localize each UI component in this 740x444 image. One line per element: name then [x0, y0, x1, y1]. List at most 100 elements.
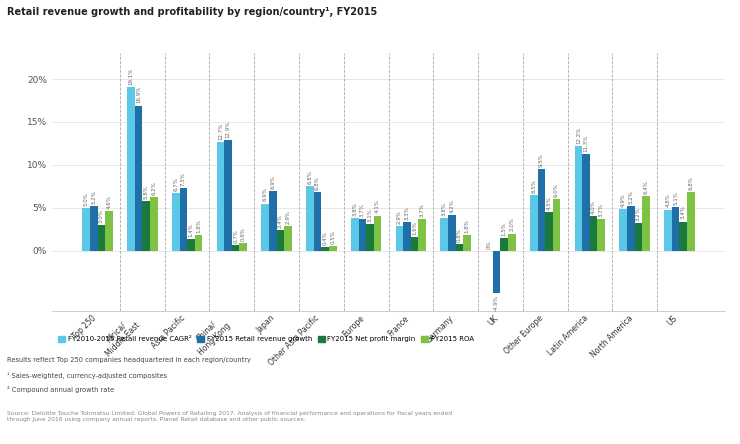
Bar — [306, 186, 314, 251]
Text: 2.0%: 2.0% — [509, 218, 514, 231]
Bar — [232, 245, 240, 251]
Text: 12.9%: 12.9% — [226, 120, 231, 138]
Text: 0.7%: 0.7% — [233, 229, 238, 242]
Bar — [135, 106, 142, 251]
Text: 6.8%: 6.8% — [315, 176, 320, 190]
Bar — [553, 199, 560, 251]
Text: Source: Deloitte Touche Tohmatsu Limited. Global Powers of Retailing 2017. Analy: Source: Deloitte Touche Tohmatsu Limited… — [7, 411, 453, 421]
Text: 3.3%: 3.3% — [405, 206, 409, 220]
Bar — [597, 219, 605, 251]
Text: 6.0%: 6.0% — [554, 183, 559, 197]
Text: 6.7%: 6.7% — [173, 177, 178, 191]
Bar — [82, 208, 90, 251]
Bar — [619, 209, 627, 251]
Bar — [366, 224, 374, 251]
Text: 3.0%: 3.0% — [99, 209, 104, 223]
Text: 9.5%: 9.5% — [539, 153, 544, 167]
Bar — [411, 237, 419, 251]
Bar — [351, 218, 358, 251]
Text: 5.8%: 5.8% — [144, 185, 149, 199]
Text: 1.4%: 1.4% — [189, 223, 193, 237]
Text: 4.5%: 4.5% — [546, 196, 551, 210]
Bar — [195, 235, 202, 251]
Bar — [500, 238, 508, 251]
Bar — [590, 216, 597, 251]
Bar — [358, 219, 366, 251]
Text: ¹ Sales-weighted, currency-adjusted composites: ¹ Sales-weighted, currency-adjusted comp… — [7, 372, 167, 379]
Text: 7.3%: 7.3% — [181, 172, 186, 186]
Text: 6.8%: 6.8% — [307, 170, 312, 184]
Text: 4.2%: 4.2% — [449, 198, 454, 213]
Bar — [642, 196, 650, 251]
Text: 3.8%: 3.8% — [442, 202, 447, 216]
Text: 0.9%: 0.9% — [240, 227, 246, 241]
Text: 4.0%: 4.0% — [591, 200, 596, 214]
Bar — [180, 188, 187, 251]
Text: 3.8%: 3.8% — [352, 202, 357, 216]
Bar — [329, 246, 337, 251]
Text: 0.4%: 0.4% — [323, 231, 328, 245]
Text: 4.6%: 4.6% — [107, 195, 112, 209]
Bar — [537, 169, 545, 251]
Text: 4.9%: 4.9% — [621, 193, 626, 206]
Text: 1.6%: 1.6% — [412, 221, 417, 235]
Text: 12.7%: 12.7% — [218, 122, 223, 139]
Bar — [582, 154, 590, 251]
Text: 3.7%: 3.7% — [599, 203, 604, 217]
Text: 0.8%: 0.8% — [457, 228, 462, 242]
Bar — [508, 234, 516, 251]
Bar — [672, 207, 679, 251]
Bar — [374, 215, 381, 251]
Bar — [493, 251, 500, 293]
Bar — [240, 243, 247, 251]
Bar — [530, 195, 537, 251]
Text: -4.9%: -4.9% — [494, 295, 499, 311]
Bar — [635, 223, 642, 251]
Text: 6.2%: 6.2% — [151, 182, 156, 195]
Text: ² Compound annual growth rate: ² Compound annual growth rate — [7, 386, 115, 393]
Text: 0%: 0% — [486, 240, 491, 249]
Bar — [575, 146, 582, 251]
Bar — [127, 87, 135, 251]
Bar — [150, 198, 158, 251]
Text: 11.3%: 11.3% — [584, 134, 588, 151]
Text: 2.9%: 2.9% — [286, 210, 291, 224]
Bar — [665, 210, 672, 251]
Bar — [448, 214, 456, 251]
Text: 1.8%: 1.8% — [465, 219, 470, 233]
Text: 1.8%: 1.8% — [196, 219, 201, 233]
Bar — [90, 206, 98, 251]
Text: 5.2%: 5.2% — [91, 190, 96, 204]
Text: 5.2%: 5.2% — [628, 190, 633, 204]
Bar — [419, 219, 426, 251]
Text: 19.1%: 19.1% — [129, 67, 133, 85]
Text: Results reflect Top 250 companies headquartered in each region/country: Results reflect Top 250 companies headqu… — [7, 357, 252, 364]
Bar — [172, 193, 180, 251]
Text: 16.9%: 16.9% — [136, 86, 141, 103]
Text: 3.4%: 3.4% — [681, 206, 686, 219]
Text: Retail revenue growth and profitability by region/country¹, FY2015: Retail revenue growth and profitability … — [7, 7, 377, 17]
Text: 12.2%: 12.2% — [576, 127, 581, 144]
Text: 5.1%: 5.1% — [673, 191, 678, 205]
Bar — [98, 225, 105, 251]
Bar — [396, 226, 403, 251]
Bar — [277, 230, 284, 251]
Bar — [627, 206, 635, 251]
Legend: FY2010-2015 Retail revenue CAGR², FY2015 Retail revenue growth, FY2015 Net profi: FY2010-2015 Retail revenue CAGR², FY2015… — [56, 333, 477, 345]
Bar — [456, 244, 463, 251]
Bar — [142, 201, 150, 251]
Text: 6.8%: 6.8% — [688, 176, 693, 190]
Text: 0.5%: 0.5% — [330, 230, 335, 244]
Text: 6.9%: 6.9% — [263, 187, 268, 202]
Bar — [284, 226, 292, 251]
Bar — [314, 192, 321, 251]
Bar — [187, 239, 195, 251]
Bar — [261, 203, 269, 251]
Text: 2.9%: 2.9% — [397, 210, 402, 224]
Text: 6.4%: 6.4% — [644, 180, 648, 194]
Bar — [679, 222, 687, 251]
Bar — [269, 191, 277, 251]
Bar — [463, 235, 471, 251]
Bar — [403, 222, 411, 251]
Text: 6.5%: 6.5% — [531, 179, 536, 193]
